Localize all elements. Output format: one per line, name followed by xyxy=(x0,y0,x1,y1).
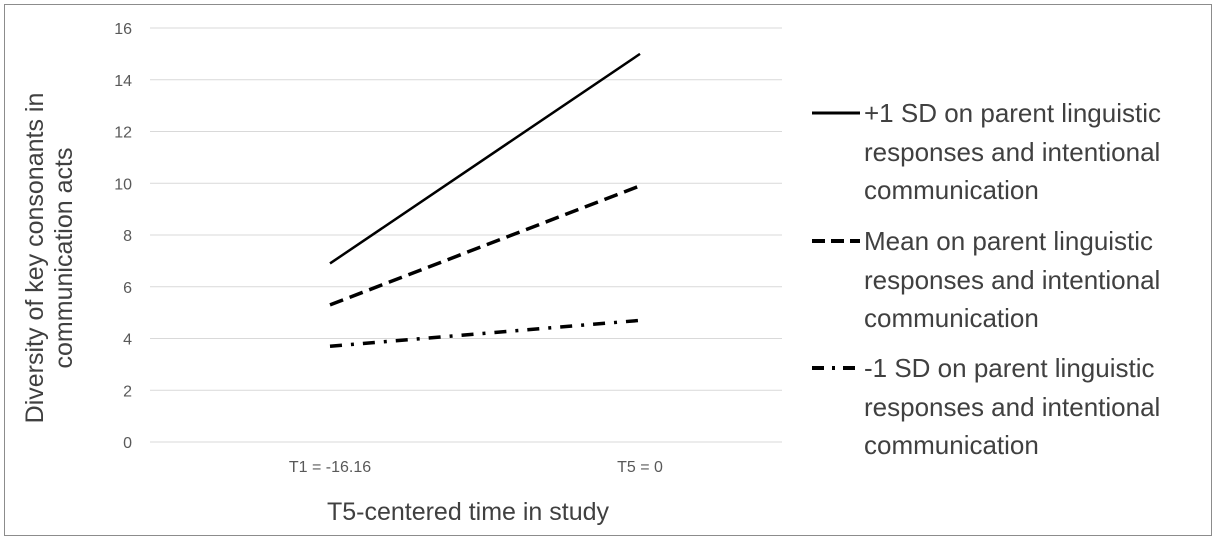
legend-label-plus-1-sd-line-2: responses and intentional xyxy=(864,137,1160,167)
legend-label-plus-1-sd-line-1: +1 SD on parent linguistic xyxy=(864,98,1161,128)
legend-item-minus-1-sd: -1 SD on parent linguistic responses and… xyxy=(812,353,1160,460)
y-tick-label-2: 2 xyxy=(123,383,132,400)
y-tick-label-6: 6 xyxy=(123,280,132,297)
legend-label-minus-1-sd-line-1: -1 SD on parent linguistic xyxy=(864,353,1154,383)
legend-label-mean-line-3: communication xyxy=(864,303,1039,333)
y-tick-label-12: 12 xyxy=(114,125,132,142)
chart-frame xyxy=(4,4,1212,536)
y-tick-label-0: 0 xyxy=(123,435,132,452)
series-lines xyxy=(329,52,641,349)
y-tick-label-14: 14 xyxy=(114,73,132,90)
legend-label-mean-line-2: responses and intentional xyxy=(864,265,1160,295)
x-tick-label-2: T5 = 0 xyxy=(617,459,663,476)
x-axis-title: T5-centered time in study xyxy=(327,498,610,526)
y-tick-label-16: 16 xyxy=(114,21,132,38)
gridlines xyxy=(150,27,782,443)
legend-label-plus-1-sd-line-3: communication xyxy=(864,175,1039,205)
legend: +1 SD on parent linguistic responses and… xyxy=(812,98,1161,460)
x-tick-label-1: T1 = -16.16 xyxy=(289,459,371,476)
y-tick-label-8: 8 xyxy=(123,228,132,245)
x-axis-ticks: T1 = -16.16 T5 = 0 xyxy=(289,459,663,476)
series-line-3-dash-dot xyxy=(329,318,641,349)
legend-item-mean: Mean on parent linguistic responses and … xyxy=(812,226,1160,333)
y-axis-ticks: 0 2 4 6 8 10 12 14 16 xyxy=(114,21,132,452)
legend-label-minus-1-sd-line-3: communication xyxy=(864,430,1039,460)
y-axis-title-line-1: Diversity of key consonants in xyxy=(21,93,49,424)
series-line-2-dashed xyxy=(329,184,641,307)
legend-label-minus-1-sd-line-2: responses and intentional xyxy=(864,392,1160,422)
series-line-1-solid xyxy=(329,52,641,265)
y-tick-label-10: 10 xyxy=(114,176,132,193)
y-tick-label-4: 4 xyxy=(123,332,132,349)
legend-item-plus-1-sd: +1 SD on parent linguistic responses and… xyxy=(812,98,1161,205)
y-axis-title-line-2: communication acts xyxy=(50,148,78,369)
y-axis-title: Diversity of key consonants in communica… xyxy=(21,93,78,424)
legend-label-mean-line-1: Mean on parent linguistic xyxy=(864,226,1153,256)
